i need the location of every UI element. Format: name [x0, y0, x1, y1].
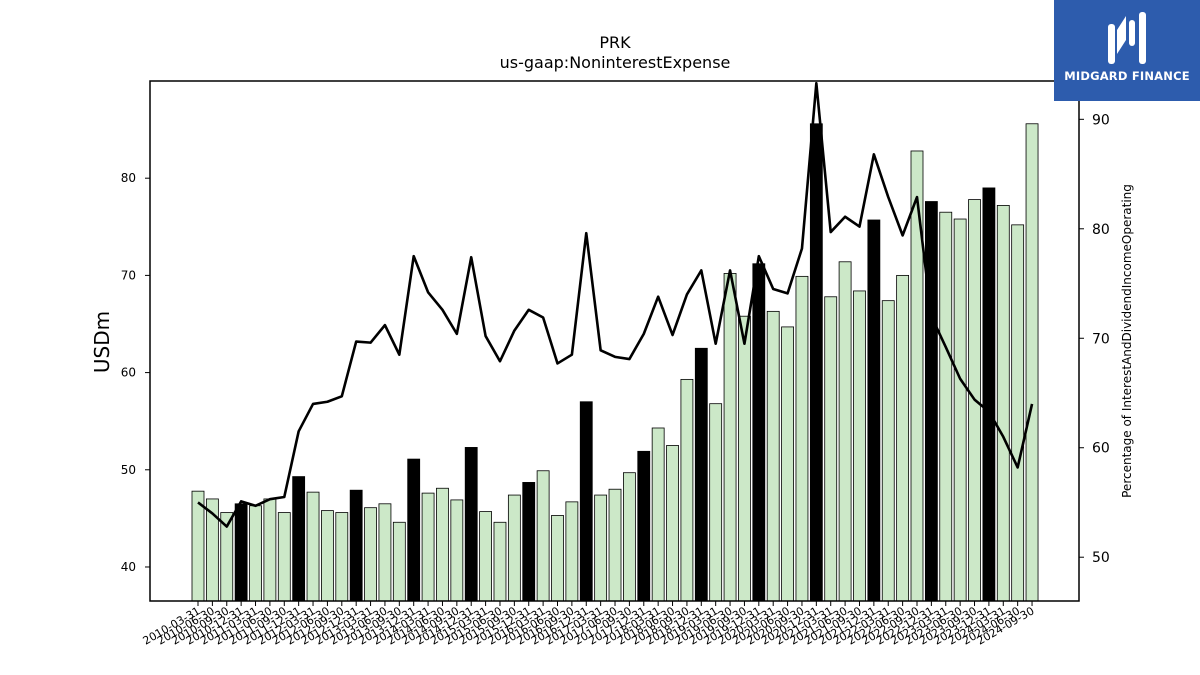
bar: [392, 521, 406, 602]
ratio-line: [197, 81, 1034, 528]
bar: [838, 261, 852, 602]
bar: [910, 150, 924, 602]
bar: [795, 275, 809, 602]
bar: [306, 491, 320, 602]
chart-title: PRK: [599, 33, 631, 52]
y-tick-label: 40: [121, 560, 136, 574]
bar: [349, 489, 363, 602]
bar: [637, 450, 651, 602]
bar: [1011, 224, 1025, 602]
midgard-logo-icon: [1108, 12, 1146, 64]
y-axis-right: 50 60 70 80 90: [1079, 112, 1110, 566]
bar: [321, 510, 334, 602]
bar: [536, 470, 550, 602]
bar: [565, 501, 579, 602]
bar: [1025, 123, 1039, 602]
bar: [450, 499, 464, 602]
bar: [263, 498, 277, 602]
chart-subtitle: us-gaap:NoninterestExpense: [500, 53, 731, 72]
bar: [680, 378, 694, 602]
y-tick-label: 70: [121, 268, 136, 282]
bar: [982, 187, 996, 602]
bar: [924, 201, 938, 602]
bar: [608, 488, 622, 602]
bar: [738, 315, 751, 602]
y2-tick-label: 60: [1092, 441, 1110, 457]
y2-tick-label: 50: [1092, 550, 1110, 566]
bar: [191, 490, 205, 602]
bar: [594, 494, 608, 602]
bar: [694, 347, 708, 602]
x-axis: 2010-03-312010-06-302010-09-302010-12-31…: [141, 601, 1037, 648]
bar: [421, 492, 435, 602]
bar: [953, 218, 967, 602]
bar: [896, 274, 910, 602]
plot-frame: [149, 80, 1080, 602]
bar: [335, 512, 349, 602]
bar: [766, 310, 780, 602]
y-axis-label: USDm: [90, 311, 114, 373]
bar: [436, 487, 449, 602]
brand-logo: MIDGARD FINANCE: [1054, 0, 1200, 101]
bar: [809, 123, 823, 602]
bar: [666, 445, 679, 602]
bar: [407, 458, 421, 602]
y-tick-label: 80: [121, 171, 136, 185]
bar: [623, 472, 636, 602]
bar: [378, 503, 392, 602]
bar: [651, 427, 665, 602]
bar: [752, 263, 766, 602]
y-tick-label: 50: [121, 463, 136, 477]
y2-axis-label: Percentage of InterestAndDividendIncomeO…: [1120, 184, 1134, 498]
bar-series: [191, 123, 1039, 602]
y2-tick-label: 80: [1092, 222, 1110, 238]
y-axis-left: 40 50 60 70 80: [121, 171, 150, 574]
logo-text: MIDGARD FINANCE: [1064, 69, 1190, 83]
bar: [507, 494, 521, 602]
bar: [364, 507, 377, 602]
y2-tick-label: 70: [1092, 331, 1110, 347]
bar: [824, 296, 838, 602]
bar: [996, 205, 1010, 602]
y2-tick-label: 90: [1092, 112, 1110, 128]
bar: [709, 403, 723, 602]
y-tick-label: 60: [121, 366, 136, 380]
bar: [579, 401, 593, 602]
bar: [881, 300, 895, 602]
bar: [939, 211, 953, 602]
bar: [479, 511, 493, 602]
bar: [249, 505, 262, 602]
bar: [464, 447, 478, 602]
bar: [853, 290, 866, 602]
bar: [493, 521, 507, 602]
bar: [551, 515, 564, 602]
bar: [723, 273, 737, 602]
bar: [522, 482, 536, 602]
bar: [277, 512, 291, 602]
bar: [867, 219, 881, 602]
bar: [781, 326, 794, 602]
bar: [234, 503, 248, 602]
bar: [292, 476, 306, 602]
line-series: [197, 81, 1034, 528]
